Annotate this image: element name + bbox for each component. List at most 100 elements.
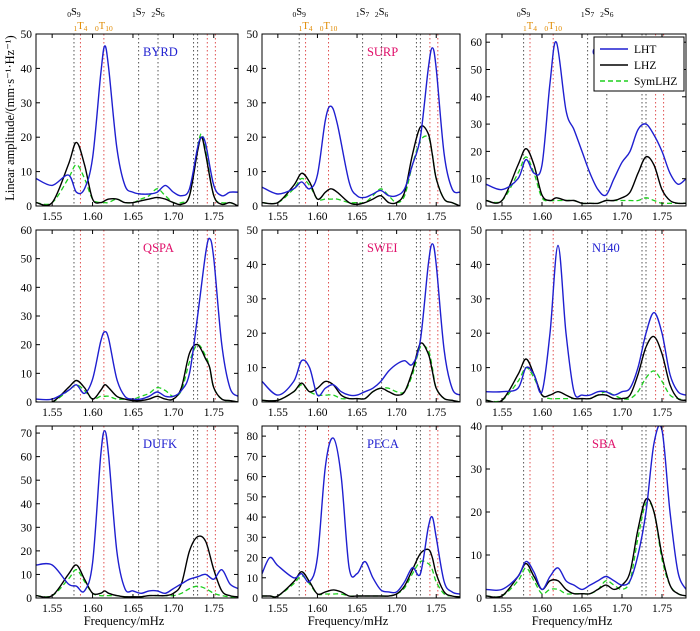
x-tick-label: 1.65 [123,603,143,615]
legend: LHT LHZ SymLHZ [593,36,685,92]
y-tick-label: 40 [471,92,483,104]
x-tick-label: 1.75 [204,603,224,615]
series-lhz [262,548,460,598]
axes-frame [35,229,239,403]
x-tick-label: 1.75 [652,407,672,419]
y-tick-label: 40 [21,63,33,75]
subplot-swei: 1.55 1.60 1.65 1.70 1.75 0 10 20 30 40 50 SWEI [247,225,461,419]
y-tick-label: 30 [247,532,259,544]
mode-label: 1T4 [523,21,537,33]
x-axis-label-col2: Frequency/mHz [308,614,389,628]
y-tick-label: 10 [247,167,259,179]
axes-frame [485,425,687,599]
y-tick-label: 50 [247,492,259,504]
series-lhz [486,147,686,205]
x-tick-label: 1.60 [532,603,552,615]
station-label: QSPA [143,241,174,255]
y-tick-label: 60 [21,452,33,464]
axes-frame [485,229,687,403]
series-lht [36,45,238,197]
y-tick-label: 10 [247,363,259,375]
x-tick-label: 1.70 [163,407,183,419]
y-tick-label: 50 [21,29,33,41]
x-tick-label: 1.60 [82,211,102,223]
y-tick-label: 20 [471,146,483,158]
x-tick-label: 1.75 [652,211,672,223]
y-axis-label: Linear amplitude/(mm·s⁻¹·Hz⁻¹) [3,35,17,200]
x-tick-label: 1.75 [204,407,224,419]
y-tick-label: 30 [247,294,259,306]
x-tick-label: 1.70 [612,211,632,223]
y-tick-label: 50 [21,254,33,266]
series-lhz [486,497,686,598]
mode-label: 0S9 [293,7,307,19]
y-tick-label: 30 [21,98,33,110]
subplot-surp: 1.55 1.60 1.65 1.70 1.75 0 10 20 30 40 50 SURP 0S9 1T… [247,7,461,223]
x-tick-label: 1.75 [652,603,672,615]
series-lht [36,429,238,595]
axes-frame [35,33,239,207]
x-tick-label: 1.70 [612,603,632,615]
series-symlhz [486,366,686,402]
y-tick-label: 40 [471,259,483,271]
station-label: PECA [367,437,399,451]
y-tick-label: 20 [471,507,483,519]
y-tick-label: 10 [21,569,33,581]
x-tick-label: 1.65 [123,407,143,419]
y-tick-label: 70 [21,428,33,440]
y-tick-label: 10 [247,573,259,585]
y-tick-label: 20 [247,132,259,144]
mode-label: 2S6 [375,7,389,19]
x-tick-label: 1.65 [572,407,592,419]
mode-label: 1S7 [356,7,370,19]
y-tick-label: 0 [476,201,482,213]
x-tick-label: 1.70 [387,407,407,419]
axes-frame [485,33,687,207]
subplot-qspa: 1.55 1.60 1.65 1.70 1.75 0 10 20 30 40 50 60 QSPA [21,225,239,419]
x-tick-label: 1.55 [268,407,288,419]
y-tick-label: 10 [21,167,33,179]
mode-label: 1T4 [73,21,87,33]
x-tick-label: 1.75 [426,407,446,419]
x-tick-label: 1.65 [123,211,143,223]
y-tick-label: 20 [247,328,259,340]
y-tick-label: 20 [21,546,33,558]
y-tick-label: 30 [21,311,33,323]
x-tick-label: 1.70 [612,407,632,419]
x-tick-label: 1.75 [426,603,446,615]
y-tick-label: 40 [21,282,33,294]
series-lhz [36,136,238,206]
x-tick-label: 1.60 [532,211,552,223]
y-tick-label: 20 [21,132,33,144]
mode-label: 1S7 [132,7,146,19]
y-tick-label: 60 [247,472,259,484]
axes-frame [35,425,239,599]
station-label: SBA [592,437,616,451]
mode-label: 1S7 [581,7,595,19]
x-axis-label-col3: Frequency/mHz [532,614,613,628]
series-lhz [36,343,238,402]
y-tick-label: 0 [26,201,32,213]
y-tick-label: 0 [26,593,32,605]
x-tick-label: 1.60 [532,407,552,419]
legend-box [593,36,685,92]
y-tick-label: 0 [476,593,482,605]
station-label: BYRD [143,45,178,59]
subplot-clrk: 1.551.601.651.701.750102030405060CLRK0S9… [471,7,687,223]
y-tick-label: 20 [471,328,483,340]
axes-frame [261,425,461,599]
x-tick-label: 1.60 [307,211,327,223]
subplot-peca: 1.55 1.60 1.65 1.70 1.75 0 10 20 30 40 50 60 70 80 PEC… [247,425,461,615]
x-tick-label: 1.75 [204,211,224,223]
series-lhz [36,535,238,598]
y-tick-label: 10 [21,368,33,380]
y-tick-label: 20 [21,340,33,352]
y-tick-label: 0 [252,201,258,213]
series-lht [36,237,238,401]
series-lhz [262,125,460,206]
x-tick-label: 1.60 [307,603,327,615]
series-lht [262,47,460,199]
series-lht [486,426,686,592]
x-tick-label: 1.65 [347,603,367,615]
